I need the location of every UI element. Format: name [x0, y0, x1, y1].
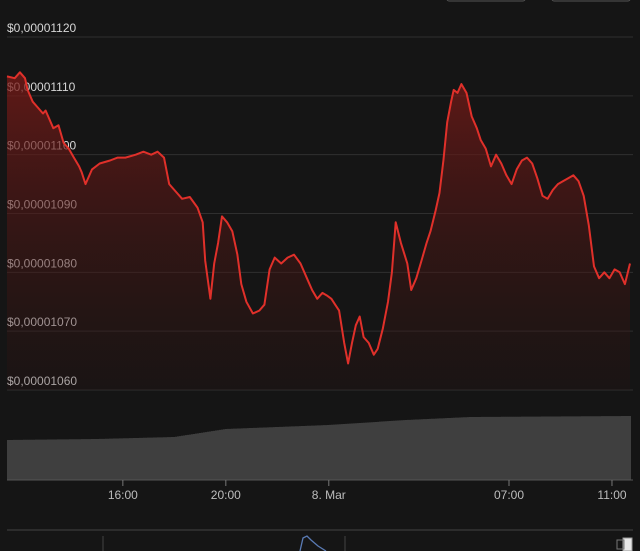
range-input-from[interactable] [446, 0, 526, 2]
x-tick-label: 16:00 [108, 488, 138, 502]
x-axis-labels: 16:00 20:00 8. Mar 07:00 11:00 [108, 480, 627, 502]
navigator-handle-right[interactable] [622, 537, 633, 551]
navigator-handle-grip[interactable] [616, 539, 625, 550]
y-tick-label: $0,00001120 [7, 21, 77, 35]
volume-bars [7, 416, 631, 480]
navigator[interactable] [7, 529, 633, 551]
price-line [6, 71, 631, 365]
x-tick-label: 20:00 [211, 488, 241, 502]
navigator-series-line [299, 535, 327, 551]
range-input-to[interactable] [551, 0, 631, 2]
x-tick-label: 07:00 [494, 488, 524, 502]
x-tick-label: 8. Mar [312, 488, 346, 502]
x-tick-label: 11:00 [597, 488, 626, 502]
price-area-fill [7, 72, 630, 391]
